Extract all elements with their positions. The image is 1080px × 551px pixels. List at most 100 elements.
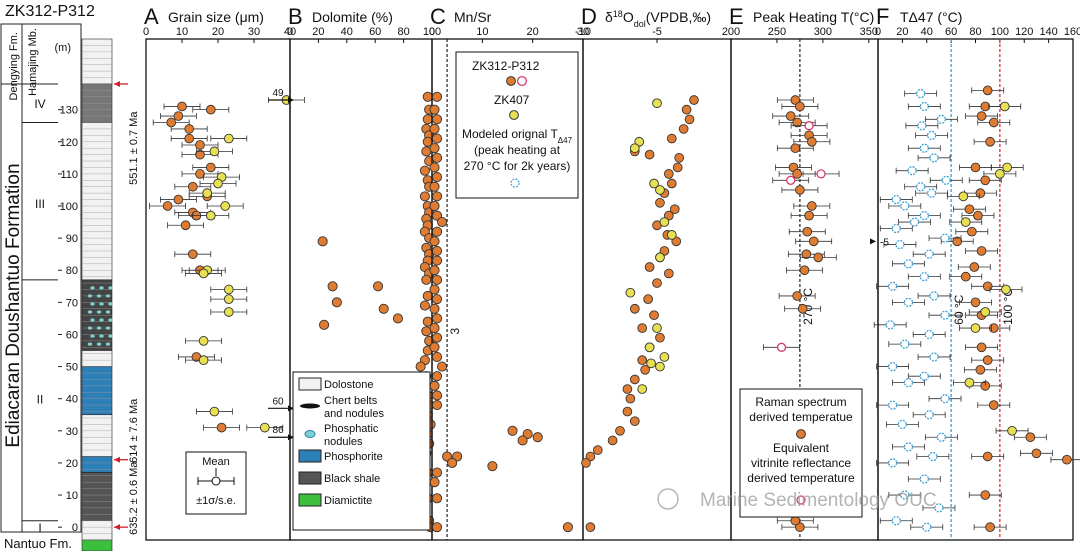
- data-point: [806, 201, 817, 211]
- data-point: [916, 182, 926, 192]
- data-point: [431, 172, 443, 183]
- member-label: IV: [34, 97, 45, 111]
- data-point: [517, 435, 528, 446]
- data-point: [655, 252, 665, 263]
- x-tick-label: 300: [814, 26, 832, 38]
- data-point: [655, 361, 665, 372]
- data-point: [431, 152, 443, 163]
- data-point: [891, 516, 901, 526]
- modeled-text-sub: Δ47: [558, 136, 573, 145]
- litho-phosphorite: [81, 456, 113, 473]
- x-tick-label: 40: [921, 26, 933, 38]
- raman-legend-marker: [796, 429, 806, 439]
- member-label: III: [35, 197, 45, 211]
- data-point: [924, 249, 934, 259]
- data-point: [655, 197, 665, 208]
- data-point: [903, 259, 914, 269]
- data-point: [982, 451, 993, 462]
- panel-frame: [582, 38, 732, 541]
- data-point: [985, 136, 995, 147]
- x-tick-label: 80: [969, 26, 981, 38]
- error-label: ±1σ/s.e.: [196, 495, 236, 507]
- data-point: [431, 191, 443, 202]
- data-point: [801, 249, 812, 260]
- data-point: [625, 393, 636, 404]
- nodule-dot: [105, 310, 111, 314]
- data-point: [795, 185, 805, 195]
- litho-dolostone: [81, 122, 113, 281]
- data-point: [629, 143, 640, 154]
- panel-F: F TΔ47 (°C) 0 20 40 60 80 100 120 140 160 60 °C 100 …: [873, 4, 1080, 541]
- data-point: [816, 169, 826, 179]
- data-point: [897, 419, 908, 430]
- data-point: [649, 178, 659, 189]
- data-point: [895, 239, 905, 250]
- nodule-dot: [105, 342, 111, 346]
- x-tick-label: 10: [176, 26, 188, 38]
- data-point: [429, 265, 440, 276]
- data-point: [919, 210, 929, 221]
- panel-title: Peak Heating T(°C): [753, 9, 874, 25]
- data-point: [887, 400, 898, 410]
- data-point: [919, 143, 929, 153]
- data-point: [808, 236, 819, 247]
- panel-title: Dolomite (%): [312, 9, 393, 25]
- nodule-dot: [96, 326, 102, 330]
- data-point: [952, 236, 963, 247]
- data-point: [195, 169, 205, 179]
- litho-phosphorite: [81, 366, 113, 416]
- x-tick-label: 20: [312, 26, 324, 38]
- title-part: 18: [613, 9, 623, 19]
- data-point: [429, 104, 440, 115]
- x-tick-label: 0: [429, 26, 435, 38]
- litho-dolostone: [81, 414, 113, 457]
- data-point: [926, 130, 937, 140]
- data-point: [487, 461, 498, 472]
- data-point: [319, 319, 330, 330]
- data-point: [205, 210, 216, 221]
- vitrinite-legend-marker: [796, 495, 806, 505]
- stratigraphic-column: ZK312-P312 Dengying Fm. Ediacaran Doushant…: [0, 3, 140, 551]
- x-tick-label: -10: [575, 26, 591, 38]
- litho-dolostone: [81, 520, 113, 541]
- member-label: II: [37, 393, 44, 407]
- data-point: [615, 425, 625, 436]
- data-point: [429, 477, 440, 488]
- data-point: [795, 522, 805, 533]
- legend-label: Phosphorite: [324, 451, 383, 463]
- data-point: [666, 230, 677, 240]
- raman-label: derived temperatue: [749, 410, 853, 424]
- ref-line-label: 60 °C: [952, 294, 966, 324]
- data-point: [919, 272, 929, 282]
- data-point: [960, 217, 971, 227]
- data-point: [637, 355, 648, 366]
- data-point: [924, 410, 934, 420]
- legend-label: Dolostone: [324, 379, 374, 391]
- title-part: δ: [605, 9, 613, 25]
- data-point: [799, 265, 810, 276]
- litho-black-shale: [81, 472, 113, 522]
- data-point: [917, 121, 927, 131]
- depth-label: 120: [60, 137, 78, 149]
- data-point: [999, 101, 1010, 112]
- depth-label: 0: [72, 522, 78, 534]
- data-point: [970, 323, 981, 333]
- data-point: [205, 104, 216, 115]
- nodule-dot: [96, 310, 102, 314]
- sample-legend-box: [455, 51, 579, 199]
- x-tick-label: 30: [577, 26, 589, 38]
- legend-swatch-diamictite: [298, 493, 322, 507]
- litho-dolostone: [81, 38, 113, 85]
- members-header: Hamajing Mb.: [27, 28, 39, 96]
- sample-legend-marker: [516, 75, 528, 87]
- data-point: [663, 169, 674, 179]
- data-point: [929, 352, 939, 362]
- legend-swatch-dolostone: [298, 377, 322, 391]
- data-point: [327, 281, 338, 292]
- data-point: [903, 297, 914, 307]
- nodule-dot: [99, 318, 104, 322]
- depth-label: 20: [66, 458, 78, 470]
- data-point: [562, 522, 573, 533]
- data-point: [644, 262, 655, 272]
